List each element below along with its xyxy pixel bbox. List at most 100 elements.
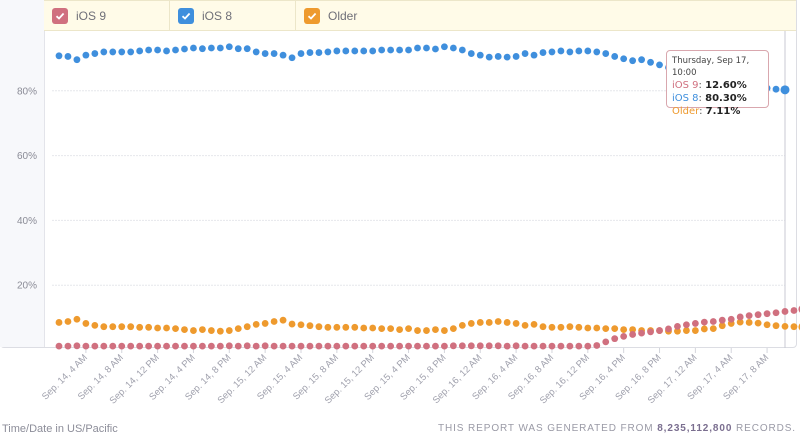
data-point-ios-9[interactable]: [136, 342, 144, 350]
data-point-ios-9[interactable]: [261, 342, 269, 350]
data-point-ios-8[interactable]: [127, 48, 135, 56]
data-point-ios-9[interactable]: [73, 342, 81, 350]
data-point-ios-8[interactable]: [64, 53, 72, 60]
data-point-older[interactable]: [306, 322, 314, 330]
data-point-ios-8[interactable]: [620, 55, 628, 63]
data-point-ios-9[interactable]: [333, 342, 341, 350]
data-point-ios-8[interactable]: [629, 57, 637, 65]
data-point-older[interactable]: [441, 327, 448, 334]
data-point-ios-8[interactable]: [656, 61, 663, 69]
data-point-ios-9[interactable]: [683, 321, 690, 329]
data-point-older[interactable]: [234, 325, 242, 333]
data-point-ios-8[interactable]: [261, 50, 269, 57]
data-point-ios-9[interactable]: [324, 342, 332, 350]
data-point-ios-8[interactable]: [557, 47, 565, 55]
data-point-older[interactable]: [584, 324, 592, 332]
data-point-older[interactable]: [476, 319, 484, 326]
data-point-ios-9[interactable]: [557, 342, 565, 350]
data-point-ios-8[interactable]: [476, 51, 484, 59]
data-point-ios-9[interactable]: [754, 311, 762, 319]
data-point-ios-9[interactable]: [225, 342, 233, 350]
checkbox-checked-icon[interactable]: [52, 8, 68, 24]
data-point-ios-9[interactable]: [781, 308, 789, 315]
data-point-older[interactable]: [683, 327, 690, 334]
data-point-ios-9[interactable]: [199, 342, 206, 350]
data-point-older[interactable]: [593, 324, 601, 332]
data-point-older[interactable]: [709, 325, 717, 333]
data-point-older[interactable]: [458, 321, 466, 329]
data-point-ios-9[interactable]: [432, 342, 439, 350]
data-point-ios-9[interactable]: [503, 342, 511, 350]
data-point-ios-8[interactable]: [252, 48, 260, 56]
data-point-older[interactable]: [691, 327, 699, 334]
data-point-ios-8[interactable]: [181, 45, 188, 53]
data-point-ios-9[interactable]: [709, 318, 717, 325]
data-point-ios-9[interactable]: [772, 309, 780, 317]
data-point-older[interactable]: [396, 326, 403, 333]
data-point-ios-8[interactable]: [467, 50, 475, 57]
data-point-older[interactable]: [288, 320, 296, 328]
data-point-older[interactable]: [64, 318, 72, 325]
data-point-ios-9[interactable]: [297, 342, 305, 350]
data-point-ios-8[interactable]: [225, 43, 233, 51]
data-point-older[interactable]: [82, 320, 90, 327]
data-point-ios-9[interactable]: [656, 327, 663, 334]
data-point-ios-8[interactable]: [566, 48, 574, 56]
data-point-older[interactable]: [252, 321, 260, 328]
data-point-ios-8[interactable]: [216, 44, 224, 52]
data-point-ios-9[interactable]: [270, 342, 278, 350]
data-point-ios-9[interactable]: [387, 342, 395, 350]
data-point-ios-9[interactable]: [638, 329, 645, 337]
data-point-ios-9[interactable]: [252, 342, 260, 350]
data-point-ios-8[interactable]: [333, 47, 341, 55]
data-point-ios-9[interactable]: [467, 342, 475, 350]
data-point-older[interactable]: [279, 316, 287, 324]
legend-item-ios9[interactable]: iOS 9: [44, 1, 170, 31]
data-point-ios-8[interactable]: [584, 47, 592, 55]
data-point-ios-8[interactable]: [638, 56, 645, 64]
data-point-ios-9[interactable]: [575, 342, 583, 350]
data-point-ios-8[interactable]: [360, 47, 368, 55]
data-point-ios-9[interactable]: [190, 342, 197, 350]
data-point-ios-8[interactable]: [55, 52, 63, 60]
data-point-ios-9[interactable]: [396, 342, 403, 350]
data-point-ios-8[interactable]: [405, 46, 412, 54]
data-point-ios-9[interactable]: [449, 342, 457, 350]
data-point-ios-9[interactable]: [441, 342, 448, 350]
data-point-ios-9[interactable]: [521, 342, 529, 350]
data-point-older[interactable]: [772, 322, 780, 330]
data-point-older[interactable]: [611, 325, 619, 333]
data-point-ios-8[interactable]: [396, 46, 403, 54]
data-point-older[interactable]: [449, 325, 457, 333]
data-point-ios-9[interactable]: [378, 342, 386, 350]
data-point-ios-9[interactable]: [584, 342, 592, 350]
data-point-older[interactable]: [163, 324, 170, 332]
data-point-older[interactable]: [315, 323, 323, 331]
data-point-ios-8[interactable]: [611, 53, 619, 60]
data-point-ios-9[interactable]: [629, 331, 637, 338]
data-point-older[interactable]: [261, 320, 269, 327]
data-point-ios-9[interactable]: [163, 342, 170, 350]
data-point-ios-9[interactable]: [360, 342, 368, 350]
data-point-older[interactable]: [333, 323, 341, 331]
data-point-ios-8[interactable]: [73, 56, 81, 64]
data-point-ios-9[interactable]: [512, 342, 520, 350]
data-point-ios-9[interactable]: [100, 342, 108, 350]
data-point-ios-9[interactable]: [691, 320, 699, 327]
data-point-ios-9[interactable]: [602, 338, 610, 346]
data-point-ios-9[interactable]: [154, 342, 161, 350]
data-point-older[interactable]: [566, 323, 574, 331]
data-point-ios-9[interactable]: [539, 342, 547, 350]
data-point-ios-8[interactable]: [423, 44, 430, 52]
data-point-ios-8[interactable]: [378, 46, 386, 54]
data-point-ios-9[interactable]: [414, 342, 421, 350]
data-point-ios-8[interactable]: [772, 85, 780, 93]
data-point-older[interactable]: [190, 327, 197, 334]
data-point-ios-8[interactable]: [199, 45, 206, 53]
data-point-older[interactable]: [73, 315, 81, 323]
data-point-ios-8[interactable]: [270, 50, 278, 57]
data-point-ios-8[interactable]: [647, 58, 654, 66]
data-point-ios-9[interactable]: [118, 342, 126, 350]
data-point-older[interactable]: [575, 323, 583, 331]
data-point-older[interactable]: [423, 327, 430, 334]
